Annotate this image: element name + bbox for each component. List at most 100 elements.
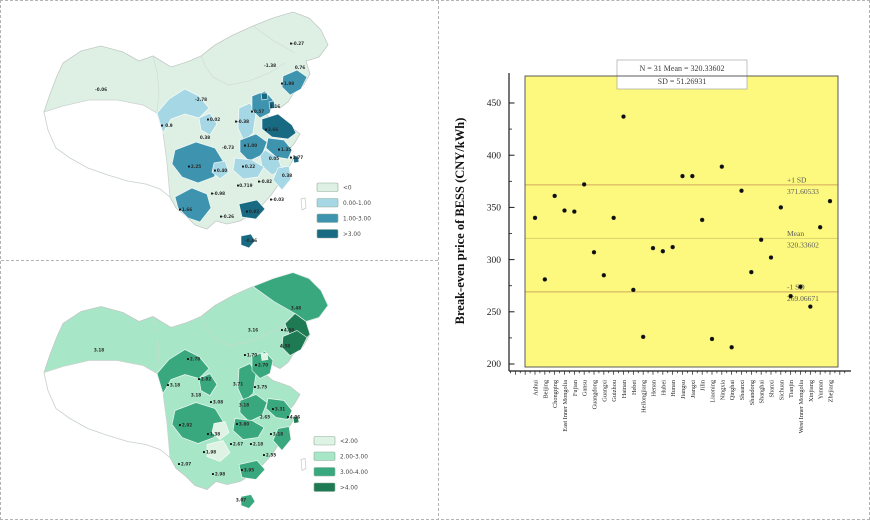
region-value-label: 1.66 [182, 207, 192, 212]
region-value-label: 1.00 [247, 143, 257, 148]
stats-box [616, 59, 748, 90]
region-value-label: 0.57 [254, 109, 264, 114]
region-value-label: -0.98 [213, 191, 225, 196]
data-point [827, 198, 833, 204]
legend-swatch [316, 213, 339, 223]
city-marker [265, 128, 267, 131]
x-tick-label: Hunan [670, 379, 677, 397]
region-hainan [240, 494, 256, 509]
data-point [768, 255, 774, 260]
city-marker [187, 358, 189, 360]
region-value-label: 0.05 [269, 156, 279, 161]
city-marker [188, 165, 190, 168]
region-no-data [43, 360, 171, 459]
data-point [611, 215, 616, 221]
ref-line-label: Mean [787, 229, 804, 238]
region-value-label: 1.38 [210, 432, 220, 437]
region-value-label: 2.16 [270, 104, 280, 109]
ref-line-label: +1 SD [787, 175, 807, 184]
region-value-label: 2.25 [191, 164, 201, 169]
region-hainan [240, 233, 256, 249]
region-value-label: 3.18 [94, 348, 104, 353]
city-marker [290, 42, 292, 45]
data-point [572, 209, 577, 214]
region-value-label: 2.92 [182, 423, 192, 428]
data-point [719, 164, 725, 169]
legend-swatch [316, 229, 339, 239]
region-value-label: 0.9 [165, 123, 173, 128]
data-point [690, 173, 695, 179]
region-value-label: -0.03 [272, 197, 284, 202]
region-taiwan [300, 458, 307, 472]
region-value-label: 3.18 [191, 393, 201, 398]
region-value-label: -0.26 [222, 214, 234, 219]
x-tick-label: Beijing [542, 379, 549, 398]
city-marker [263, 454, 265, 456]
map-panel-bottom: 3.18 3.48 4.58 4.38 3.16 2.78 3.18 2.82 3.18 3.08… [1, 261, 438, 519]
legend-label: >3.00 [343, 232, 361, 238]
panel-divider [438, 1, 439, 519]
region-value-label: 2.98 [215, 472, 225, 477]
y-tick-label: 400 [487, 151, 502, 161]
x-tick-label: Heilongjiang [641, 379, 648, 413]
city-marker [287, 416, 289, 418]
city-marker [210, 401, 212, 403]
x-tick-label: East Inner Mongolia [562, 380, 569, 432]
x-tick-label: Gansu [582, 379, 589, 396]
city-marker [214, 169, 216, 172]
stats-line-2: SD = 51.26931 [658, 77, 707, 86]
data-point [709, 336, 715, 342]
city-marker [255, 364, 257, 366]
y-tick-label: 250 [487, 308, 502, 318]
region-henan [239, 394, 268, 422]
region-shanghai [292, 416, 300, 424]
ref-line-value: 371.60533 [787, 187, 819, 196]
ref-line-label: -1 SD [787, 282, 805, 291]
region-value-label: -0.06 [95, 87, 107, 92]
region-liaoning [281, 69, 308, 96]
y-axis-title: Break-even price of BESS (CNY/kWh) [453, 118, 467, 325]
city-marker [161, 124, 163, 127]
region-chongqing [211, 421, 230, 440]
data-point [650, 245, 656, 251]
data-point [778, 205, 784, 210]
data-point [739, 188, 744, 193]
city-marker [212, 473, 214, 475]
data-point [542, 277, 548, 282]
data-point [749, 269, 754, 275]
x-tick-label: Guizhou [611, 379, 618, 402]
x-tick-label: Shandong [749, 379, 756, 405]
region-guangdong [238, 460, 266, 480]
region-value-label: 3.95 [244, 468, 254, 473]
x-tick-label: Tianjin [788, 379, 795, 398]
region-value-label: 3.08 [213, 400, 223, 405]
x-tick-label: Zhejiang [827, 379, 834, 402]
x-tick-label: Fujian [572, 379, 579, 396]
region-sichuan [171, 402, 224, 444]
region-value-label: 4.38 [280, 344, 290, 349]
city-marker [230, 443, 232, 445]
region-value-label: 3.66 [268, 127, 278, 132]
region-value-label: 1.98 [284, 81, 294, 86]
region-value-label: 3.48 [291, 306, 301, 311]
city-marker [270, 433, 272, 435]
city-marker [251, 110, 253, 113]
region-value-label: -0.38 [237, 119, 249, 124]
region-gansu [156, 88, 210, 134]
x-tick-label: Guangxi [601, 380, 608, 402]
region-taiwan [300, 197, 307, 211]
x-tick-label: Hebei [631, 380, 638, 395]
region-value-label: 2.55 [266, 453, 276, 458]
y-tick-label: 350 [487, 204, 502, 214]
ref-line-value: 269.06671 [787, 294, 819, 303]
x-tick-label: Yunnan [818, 379, 825, 399]
region-value-label: -1.38 [264, 63, 276, 68]
region-tianjin [268, 100, 276, 110]
x-tick-label: Sichuan [778, 379, 785, 400]
x-tick-label: West Inner Mongolia [798, 380, 805, 434]
city-marker [237, 184, 239, 187]
region-value-label: 3.18 [239, 403, 249, 408]
data-point [581, 182, 587, 187]
x-tick-label: Jilin [700, 379, 707, 391]
legend-label: 2.00-3.00 [340, 455, 368, 461]
